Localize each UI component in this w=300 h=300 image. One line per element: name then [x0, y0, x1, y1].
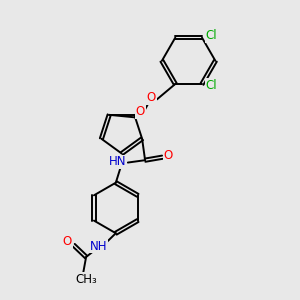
Text: O: O	[136, 105, 145, 119]
Text: O: O	[147, 92, 156, 104]
Text: HN: HN	[109, 155, 126, 169]
Text: Cl: Cl	[206, 79, 217, 92]
Text: NH: NH	[90, 239, 107, 253]
Text: CH₃: CH₃	[75, 273, 97, 286]
Text: O: O	[164, 149, 173, 162]
Text: Cl: Cl	[206, 29, 217, 42]
Text: O: O	[62, 235, 72, 248]
